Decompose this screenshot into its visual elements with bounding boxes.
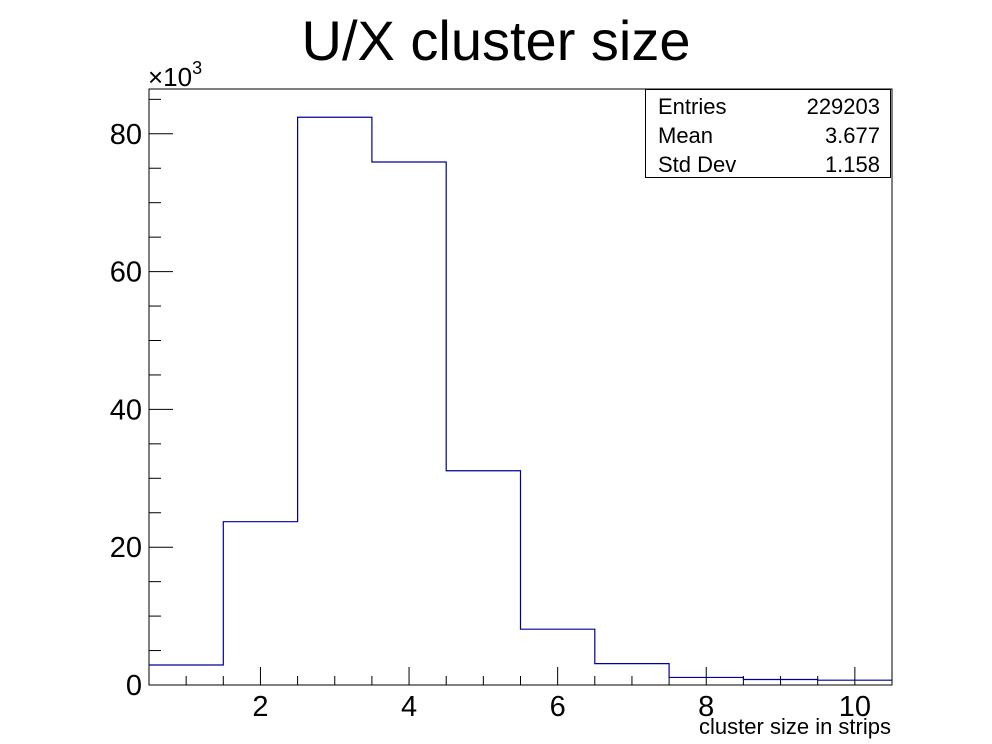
histogram-line	[149, 116, 892, 681]
x-axis: 2 4 6 8 10	[185, 667, 871, 723]
y-axis: 0 20 40 60 80	[110, 98, 173, 702]
x-tick-label: 10	[839, 691, 871, 723]
y-tick-label: 0	[126, 670, 142, 702]
stats-label: Std Dev	[658, 152, 737, 177]
x-tick-label: 6	[550, 691, 566, 723]
stats-value: 229203	[806, 94, 880, 119]
stats-value: 1.158	[824, 152, 880, 177]
x-tick-label: 8	[698, 691, 714, 723]
stats-label: Entries	[658, 94, 727, 119]
y-axis-multiplier: ×103	[148, 58, 202, 92]
y-tick-label: 40	[110, 394, 142, 426]
x-tick-label: 4	[401, 691, 417, 723]
x-axis-label: cluster size in strips	[699, 714, 891, 739]
stats-row: Mean 3.677	[658, 121, 880, 150]
stats-row: Entries 229203	[658, 92, 880, 121]
stats-label: Mean	[658, 123, 714, 148]
chart-title: U/X cluster size	[301, 9, 691, 72]
y-tick-label: 20	[110, 532, 142, 564]
x-tick-label: 2	[252, 691, 268, 723]
stats-box: Entries 229203 Mean 3.677 Std Dev 1.158	[645, 89, 891, 178]
stats-value: 3.677	[824, 123, 880, 148]
stats-row: Std Dev 1.158	[658, 150, 880, 179]
y-tick-label: 60	[110, 257, 142, 289]
y-tick-label: 80	[110, 119, 142, 151]
